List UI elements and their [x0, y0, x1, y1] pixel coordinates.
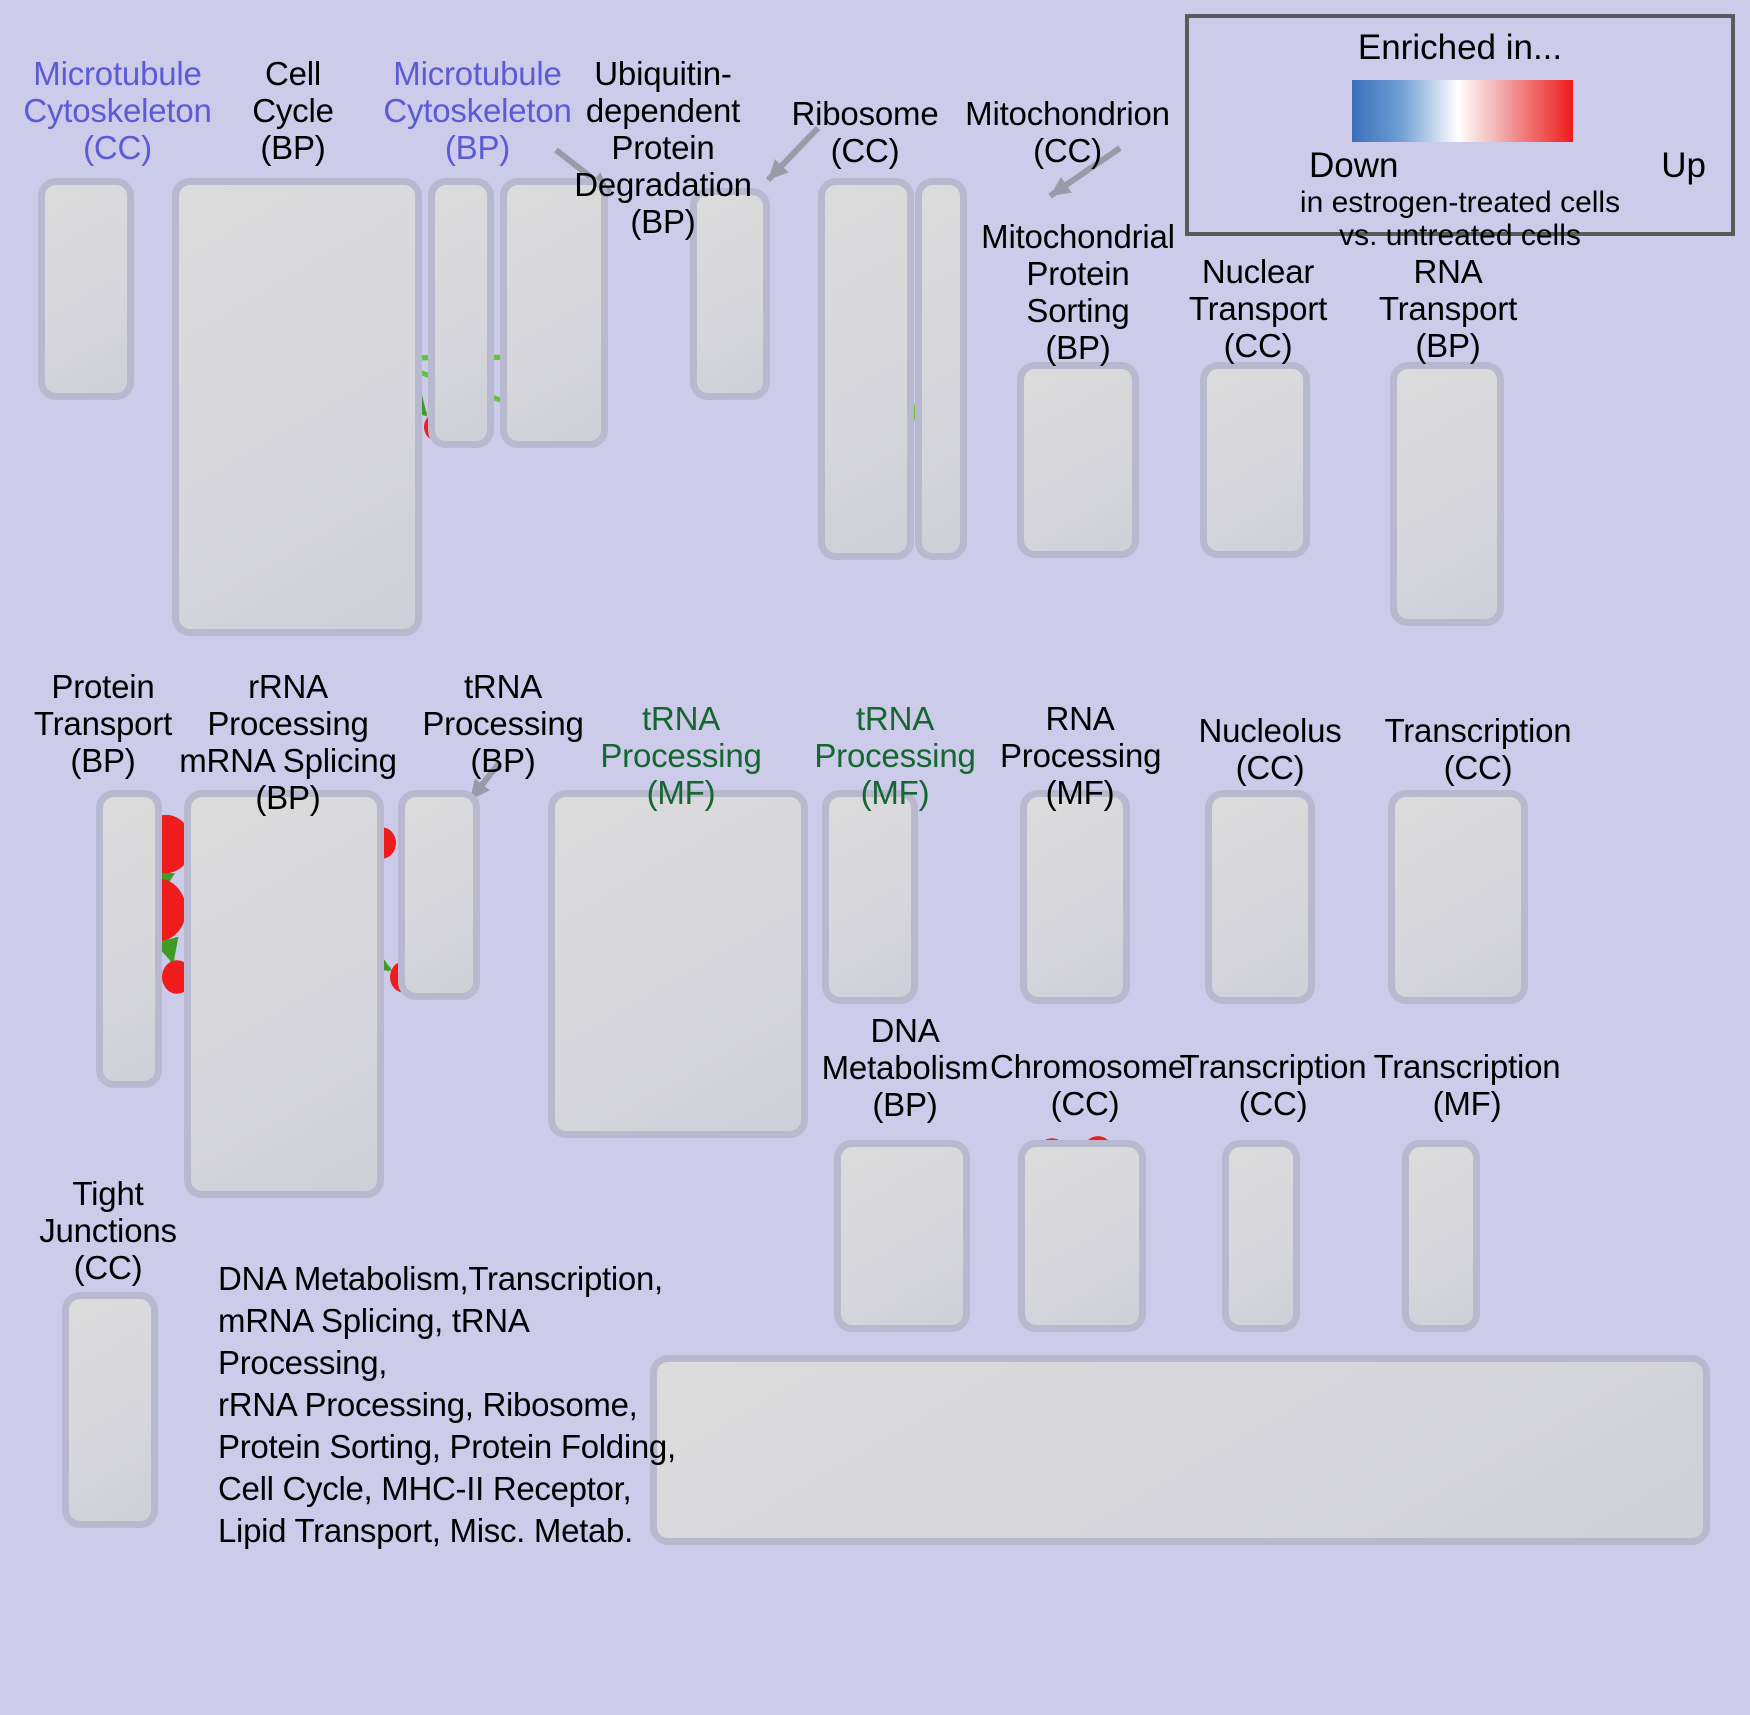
cluster-panel-ubiquitin-bp — [500, 178, 608, 448]
cluster-panel-rna-processing-mf — [1020, 790, 1130, 1004]
legend-subtitle: in estrogen-treated cells vs. untreated … — [1299, 186, 1621, 252]
cluster-label-transcription-cc-2: Transcription (CC) — [1179, 1048, 1367, 1122]
cluster-label-dna-metabolism-bp: DNA Metabolism (BP) — [821, 1012, 989, 1123]
cluster-label-cell-cycle-bp: Cell Cycle (BP) — [252, 55, 334, 166]
misc-cluster-list: DNA Metabolism,Transcription, mRNA Splic… — [218, 1260, 676, 1549]
cluster-label-mitochondrion-cc: Mitochondrion (CC) — [965, 95, 1170, 169]
cluster-panel-misc-bottom — [650, 1355, 1710, 1545]
legend-color-bar — [1352, 80, 1573, 142]
cluster-label-transcription-cc-1: Transcription (CC) — [1384, 712, 1572, 786]
cluster-label-rrna-mrna-bp: rRNA Processing mRNA Splicing (BP) — [179, 668, 397, 816]
cluster-label-rna-processing-mf: RNA Processing (MF) — [1000, 700, 1162, 811]
cluster-panel-mitochondrion-cc — [915, 178, 967, 560]
cluster-label-nucleolus-cc: Nucleolus (CC) — [1198, 712, 1342, 786]
cluster-label-microtubule-bp: Microtubule Cytoskeleton (BP) — [383, 55, 572, 166]
cluster-label-transcription-mf: Transcription (MF) — [1373, 1048, 1561, 1122]
cluster-panel-cell-cycle-bp — [172, 178, 422, 636]
cluster-panel-rrna-mrna-bp — [184, 790, 384, 1198]
cluster-label-microtubule-cc: Microtubule Cytoskeleton (CC) — [23, 55, 212, 166]
cluster-label-chromosome-cc: Chromosome (CC) — [990, 1048, 1187, 1122]
cluster-label-mito-protein-sorting-bp: Mitochondrial Protein Sorting (BP) — [981, 218, 1175, 366]
cluster-panel-protein-transport-bp — [96, 790, 162, 1088]
cluster-panel-transcription-mf — [1402, 1140, 1480, 1332]
cluster-panel-tight-junctions-cc — [62, 1292, 158, 1528]
cluster-label-tight-junctions-cc: Tight Junctions (CC) — [39, 1175, 177, 1286]
cluster-panel-microtubule-cc — [38, 178, 134, 400]
callout-pointer — [1048, 145, 1122, 199]
cluster-panel-mito-protein-sorting-bp — [1017, 362, 1139, 558]
cluster-panel-ubiquitin-chain — [690, 188, 770, 400]
callout-pointer — [765, 125, 821, 183]
cluster-panel-transcription-cc-2 — [1222, 1140, 1300, 1332]
cluster-panel-dna-metabolism-bp — [834, 1140, 970, 1332]
cluster-label-ubiquitin-bp: Ubiquitin- dependent Protein Degradation… — [574, 55, 752, 240]
cluster-panel-chromosome-cc — [1018, 1140, 1146, 1332]
cluster-label-nuclear-transport-cc: Nuclear Transport (CC) — [1188, 253, 1328, 364]
cluster-panel-nuclear-transport-cc — [1200, 362, 1310, 558]
legend-up-label: Up — [1661, 146, 1706, 185]
cluster-label-rna-transport-bp: RNA Transport (BP) — [1378, 253, 1518, 364]
cluster-label-trna-processing-bp: tRNA Processing (BP) — [422, 668, 584, 779]
cluster-label-trna-mf-1: tRNA Processing (MF) — [600, 700, 762, 811]
cluster-panel-trna-processing-bp — [398, 790, 480, 1000]
cluster-panel-rna-transport-bp — [1390, 362, 1504, 626]
legend-down-label: Down — [1309, 146, 1399, 185]
cluster-label-protein-transport-bp: Protein Transport (BP) — [33, 668, 173, 779]
cluster-panel-nucleolus-cc — [1205, 790, 1315, 1004]
legend-box: Enriched in... Down Up in estrogen-treat… — [1185, 14, 1735, 252]
cluster-panel-trna-mf-2 — [822, 790, 918, 1004]
cluster-label-ribosome-cc: Ribosome (CC) — [791, 95, 939, 169]
legend-title: Enriched in... — [1357, 28, 1563, 67]
cluster-label-trna-mf-2: tRNA Processing (MF) — [814, 700, 976, 811]
cluster-panel-ribosome-cc — [818, 178, 914, 560]
cluster-panel-transcription-cc-1 — [1388, 790, 1528, 1004]
cluster-panel-microtubule-bp — [428, 178, 494, 448]
cluster-panel-trna-mf-1 — [548, 790, 808, 1138]
